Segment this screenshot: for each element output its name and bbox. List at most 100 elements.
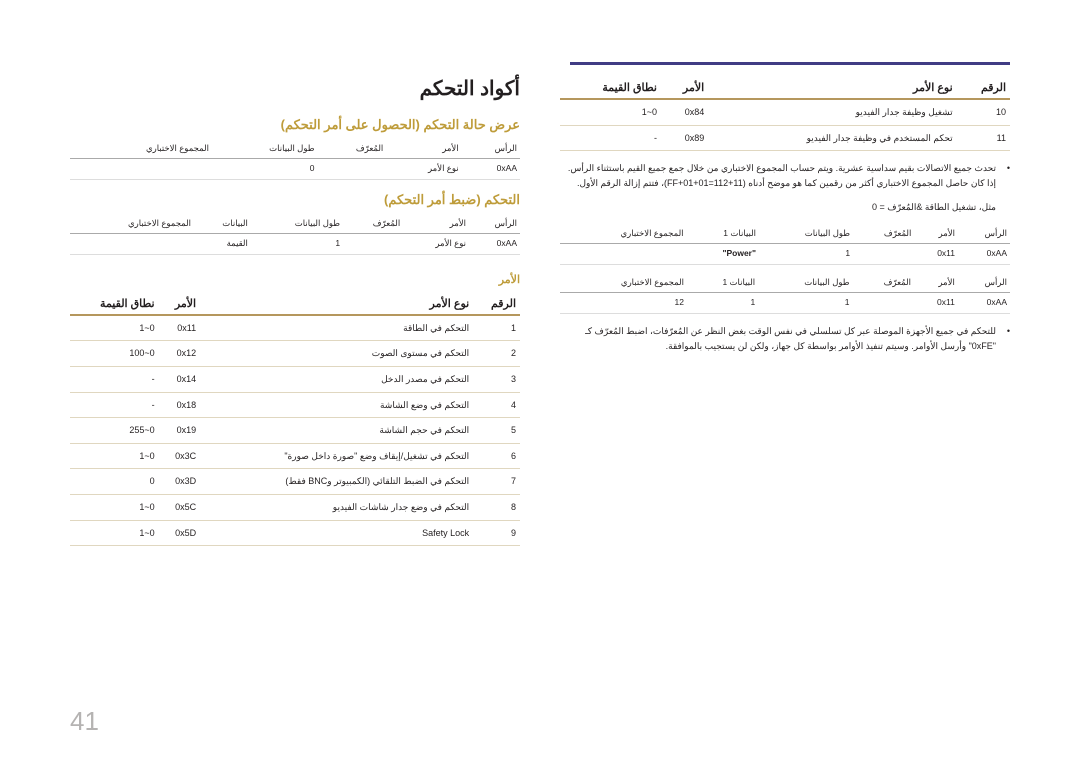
th: الرأس [958, 224, 1010, 244]
td: 0x11 [914, 244, 958, 265]
td: التحكم في مستوى الصوت [200, 341, 473, 367]
td: 9 [473, 520, 520, 546]
td: التحكم في تشغيل/إيقاف وضع "صورة داخل صور… [200, 443, 473, 469]
td: القيمة [194, 233, 251, 254]
td [343, 233, 403, 254]
heading-command: الأمر [70, 273, 520, 286]
td: 1~0 [70, 494, 159, 520]
td: 0x3C [159, 443, 200, 469]
td: 1~0 [70, 315, 159, 341]
table-row: 5التحكم في حجم الشاشة0x19255~0 [70, 418, 520, 444]
example-table-1: الرأس الأمر المُعرّف طول البيانات البيان… [560, 224, 1010, 265]
th: المجموع الاختباري [560, 224, 687, 244]
td: 1 [758, 293, 852, 314]
td: 8 [473, 494, 520, 520]
th: الرقم [473, 292, 520, 315]
th: الأمر [159, 292, 200, 315]
note-checksum: تحدث جميع الاتصالات بقيم سداسية عشرية. و… [560, 161, 1010, 190]
td: التحكم في الضبط التلقائي (الكمبيوتر وBNC… [200, 469, 473, 495]
th: نوع الأمر [200, 292, 473, 315]
note-example-label: مثل، تشغيل الطاقة &المُعرّف = 0 [560, 200, 1010, 214]
th: الرأس [462, 139, 520, 159]
th: الرقم [957, 76, 1010, 99]
left-column: الرقم نوع الأمر الأمر نطاق القيمة 10تشغي… [560, 76, 1010, 546]
th: الأمر [914, 224, 958, 244]
td: 0x5D [159, 520, 200, 546]
td: 0xAA [958, 244, 1010, 265]
td [70, 159, 212, 180]
td: 0x84 [661, 99, 708, 125]
th: طول البيانات [212, 139, 318, 159]
right-column: أكواد التحكم عرض حالة التحكم (الحصول على… [70, 76, 520, 546]
td: 0xAA [462, 159, 520, 180]
td: تحكم المستخدم في وظيفة جدار الفيديو [708, 125, 956, 151]
th: الأمر [403, 214, 469, 234]
th: البيانات 1 [687, 224, 760, 244]
td: التحكم في مصدر الدخل [200, 366, 473, 392]
th: المُعرّف [853, 273, 915, 293]
td: 6 [473, 443, 520, 469]
td: "Power" [687, 244, 760, 265]
td [560, 244, 687, 265]
table-row: 10تشغيل وظيفة جدار الفيديو0x841~0 [560, 99, 1010, 125]
th: الأمر [386, 139, 461, 159]
td: Safety Lock [200, 520, 473, 546]
td: 0 [212, 159, 318, 180]
th: الأمر [661, 76, 708, 99]
setcontrol-table: الرأس الأمر المُعرّف طول البيانات البيان… [70, 214, 520, 255]
th: البيانات 1 [687, 273, 758, 293]
td: 1 [759, 244, 853, 265]
th: الرأس [958, 273, 1010, 293]
page-number: 41 [70, 706, 99, 737]
td [318, 159, 387, 180]
th: المجموع الاختباري [70, 139, 212, 159]
td: نوع الأمر [386, 159, 461, 180]
table-row: 3التحكم في مصدر الدخل0x14- [70, 366, 520, 392]
td: 0x11 [159, 315, 200, 341]
command-table: الرقم نوع الأمر الأمر نطاق القيمة 1التحك… [70, 292, 520, 546]
td: 0x19 [159, 418, 200, 444]
td: 0x14 [159, 366, 200, 392]
th: طول البيانات [758, 273, 852, 293]
th: طول البيانات [251, 214, 343, 234]
td: 0x12 [159, 341, 200, 367]
td: 3 [473, 366, 520, 392]
td: 0x18 [159, 392, 200, 418]
td: 0x11 [914, 293, 958, 314]
td: 4 [473, 392, 520, 418]
table-row: 7التحكم في الضبط التلقائي (الكمبيوتر وBN… [70, 469, 520, 495]
th: نوع الأمر [708, 76, 956, 99]
page-title: أكواد التحكم [70, 76, 520, 101]
td: 0x89 [661, 125, 708, 151]
th: المجموع الاختباري [560, 273, 687, 293]
heading-setcontrol: التحكم (ضبط أمر التحكم) [70, 192, 520, 208]
td: 1~0 [70, 443, 159, 469]
table-row: 4التحكم في وضع الشاشة0x18- [70, 392, 520, 418]
td: تشغيل وظيفة جدار الفيديو [708, 99, 956, 125]
th: المجموع الاختباري [70, 214, 194, 234]
td: 2 [473, 341, 520, 367]
td: 5 [473, 418, 520, 444]
td: - [560, 125, 661, 151]
td: 7 [473, 469, 520, 495]
top-accent-line [570, 62, 1010, 65]
td: نوع الأمر [403, 233, 469, 254]
table-row: 8التحكم في وضع جدار شاشات الفيديو0x5C1~0 [70, 494, 520, 520]
example-table-2: الرأس الأمر المُعرّف طول البيانات البيان… [560, 273, 1010, 314]
table-row: 2التحكم في مستوى الصوت0x12100~0 [70, 341, 520, 367]
td: 1~0 [70, 520, 159, 546]
table-row: 1التحكم في الطاقة0x111~0 [70, 315, 520, 341]
td: 0x3D [159, 469, 200, 495]
table-row: 6التحكم في تشغيل/إيقاف وضع "صورة داخل صو… [70, 443, 520, 469]
td: - [70, 392, 159, 418]
td: 255~0 [70, 418, 159, 444]
td: 11 [957, 125, 1010, 151]
table-row: 9Safety Lock0x5D1~0 [70, 520, 520, 546]
heading-viewstate: عرض حالة التحكم (الحصول على أمر التحكم) [70, 117, 520, 133]
th: الأمر [914, 273, 958, 293]
td: 0 [70, 469, 159, 495]
th: المُعرّف [318, 139, 387, 159]
td: 1~0 [560, 99, 661, 125]
td: التحكم في وضع الشاشة [200, 392, 473, 418]
td [853, 293, 915, 314]
